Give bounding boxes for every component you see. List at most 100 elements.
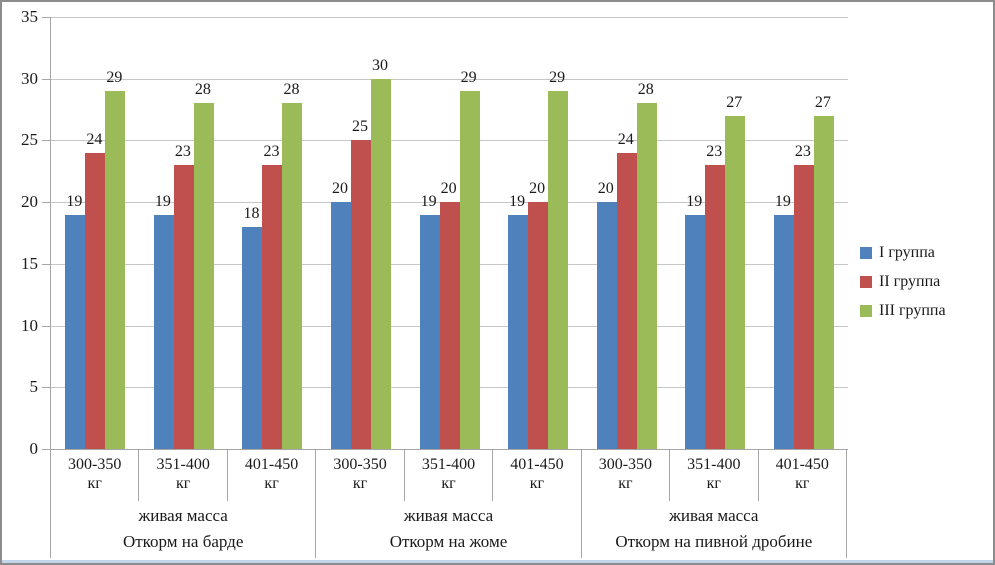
category-cell: 351-400 кг: [670, 449, 759, 501]
bar-group-slot: 19 23 27: [760, 17, 849, 449]
category-unit-label: кг: [706, 475, 721, 492]
bar-value-label: 28: [283, 81, 300, 99]
bar-ii: 23: [705, 143, 726, 449]
bottom-edge-highlight: [2, 560, 993, 563]
bar-value-label: 29: [549, 69, 566, 87]
plot-area: 19 24 29 19 23 28 18 23 28 20 25 30 19 20 29 19 20 29 20 24…: [50, 17, 848, 450]
bar-ii: 20: [528, 180, 549, 449]
bar-ii: 20: [439, 180, 460, 449]
y-tick-label: 10: [21, 315, 38, 335]
bar-iii: 28: [193, 81, 214, 449]
category-unit-label: кг: [529, 475, 545, 492]
bar-value-label: 28: [194, 81, 211, 99]
gridline: [51, 17, 848, 18]
bar-value-label: 19: [686, 192, 703, 210]
category-group: 300-350 кг 351-400 кг 401-450 кг живая масса От…: [51, 449, 317, 558]
gridline: [51, 78, 848, 80]
group-label: Откорм на барде: [122, 532, 244, 551]
legend-label: III группа: [879, 302, 946, 319]
bar-ii: 23: [793, 143, 814, 449]
category-unit-label: кг: [87, 475, 102, 492]
legend-swatch-icon: [860, 276, 872, 288]
category-cell: 401-450 кг: [493, 449, 580, 501]
legend-swatch-icon: [860, 247, 872, 259]
bar-i: 19: [508, 193, 529, 449]
bar-value-label: 28: [637, 81, 654, 99]
bar-value-label: 20: [440, 180, 457, 198]
bar-value-label: 19: [774, 192, 791, 210]
bar-value-label: 19: [154, 192, 171, 210]
bar-value-label: 30: [372, 56, 389, 74]
legend-label: II группа: [879, 273, 941, 290]
category-range-label: 351-400: [421, 456, 476, 473]
bar-iii: 28: [636, 81, 657, 449]
bar-value-label: 19: [420, 192, 437, 210]
bar-i: 20: [330, 180, 351, 449]
category-range-label: 401-450: [775, 456, 829, 473]
category-range-label: 401-450: [244, 456, 299, 473]
bar-group-slot: 19 23 27: [671, 17, 760, 449]
y-tick-mark: [42, 263, 50, 265]
bar-iii: 29: [548, 69, 569, 449]
legend-item: III группа: [860, 302, 946, 320]
bar-ii: 24: [616, 131, 637, 449]
bar-i: 19: [773, 193, 794, 449]
category-cells-row: 300-350 кг 351-400 кг 401-450 кг: [51, 449, 315, 501]
y-tick-label: 0: [29, 439, 39, 458]
category-cell: 401-450 кг: [228, 449, 315, 501]
y-tick-mark: [42, 78, 50, 80]
category-axis: 300-350 кг 351-400 кг 401-450 кг живая масса От…: [50, 449, 847, 558]
category-cell: 300-350 кг: [582, 449, 671, 501]
category-group: 300-350 кг 351-400 кг 401-450 кг живая масса От…: [582, 449, 846, 558]
bar-group-slot: 19 20 29: [405, 17, 494, 449]
y-tick-label: 20: [21, 192, 38, 212]
y-tick-label: 5: [29, 377, 39, 397]
bar-value-label: 24: [617, 130, 634, 148]
category-group: 300-350 кг 351-400 кг 401-450 кг живая масса От…: [316, 449, 582, 558]
bar-group-slot: 20 24 28: [582, 17, 671, 449]
bar-i: 19: [419, 193, 440, 449]
bar-value-label: 23: [174, 143, 191, 161]
bar-value-label: 27: [814, 93, 831, 111]
bar-value-label: 19: [66, 192, 83, 210]
bar-value-label: 29: [460, 69, 477, 87]
category-cells-row: 300-350 кг 351-400 кг 401-450 кг: [316, 449, 580, 501]
category-unit-label: кг: [175, 475, 191, 492]
y-tick-mark: [42, 387, 50, 389]
bar-value-label: 20: [332, 180, 349, 198]
bar-value-label: 18: [243, 204, 260, 222]
bar-value-label: 23: [794, 143, 811, 161]
category-cells-row: 300-350 кг 351-400 кг 401-450 кг: [582, 449, 846, 501]
bar-ii: 24: [85, 131, 106, 449]
bar-ii: 25: [350, 118, 371, 449]
category-range-label: 300-350: [333, 456, 387, 473]
bar-value-label: 19: [509, 192, 526, 210]
bar-group-slot: 19 20 29: [494, 17, 583, 449]
y-tick-label: 35: [21, 7, 38, 26]
bar-iii: 28: [282, 81, 303, 449]
bar-iii: 30: [370, 57, 391, 449]
bar-value-label: 24: [86, 130, 103, 148]
group-label: Откорм на жоме: [389, 532, 508, 551]
category-unit-label: кг: [795, 475, 810, 492]
y-tick-mark: [42, 449, 50, 450]
category-range-label: 351-400: [687, 456, 741, 473]
legend-item: II группа: [860, 273, 946, 291]
legend-item: I группа: [860, 244, 946, 262]
y-tick-mark: [42, 325, 50, 327]
legend-swatch-icon: [860, 305, 872, 317]
bar-i: 18: [242, 205, 263, 449]
category-range-label: 300-350: [68, 456, 122, 473]
bar-value-label: 27: [726, 93, 743, 111]
y-tick-mark: [42, 202, 50, 204]
bar-ii: 23: [173, 143, 194, 449]
bar-iii: 27: [725, 94, 746, 449]
bar-iii: 29: [105, 69, 126, 449]
category-unit-label: кг: [264, 475, 279, 492]
group-sublabel: живая масса: [669, 506, 759, 525]
bar-i: 19: [153, 193, 174, 449]
bar-group-slot: 18 23 28: [228, 17, 317, 449]
bar-value-label: 20: [529, 180, 546, 198]
y-tick-mark: [42, 140, 50, 142]
bar-iii: 29: [459, 69, 480, 449]
